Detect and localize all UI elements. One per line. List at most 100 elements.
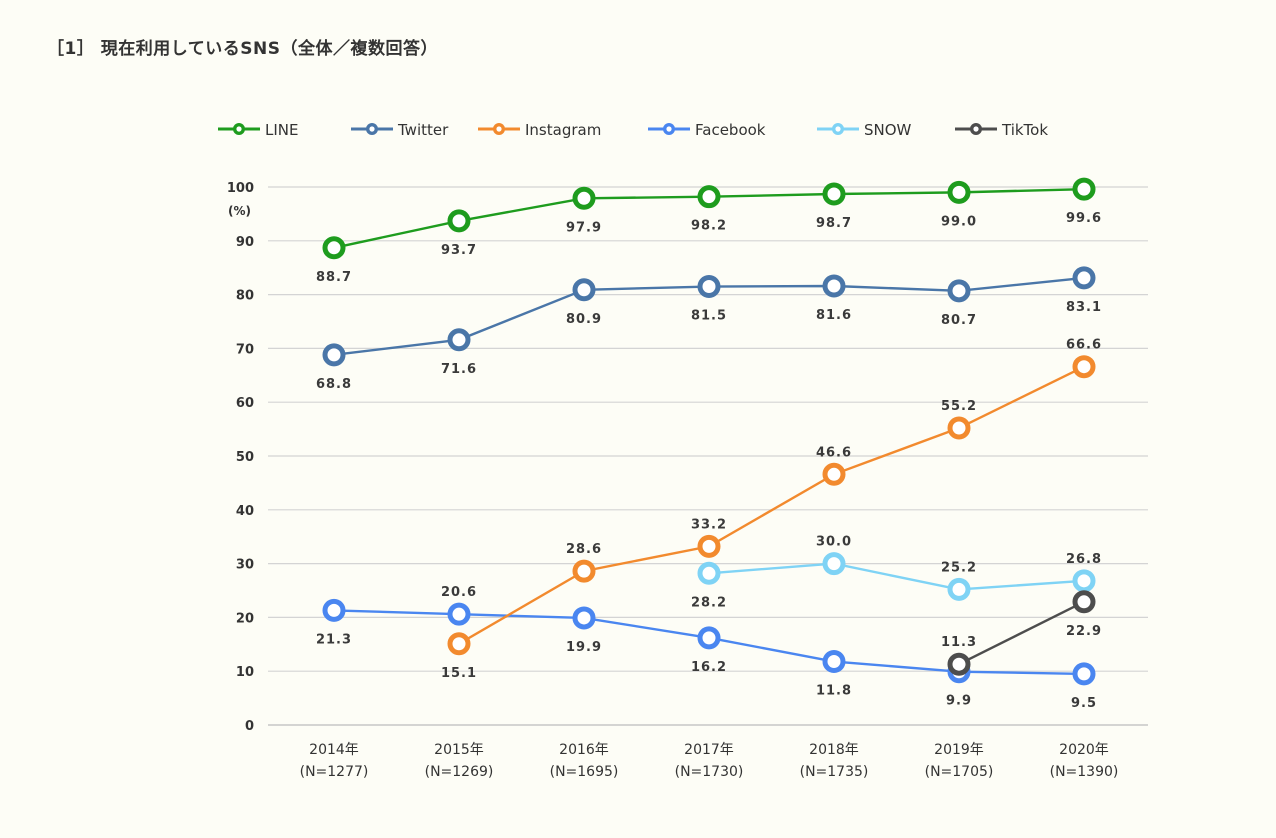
x-tick-year: 2017年	[684, 742, 734, 758]
data-label-instagram: 55.2	[941, 399, 977, 414]
data-point-instagram	[947, 416, 971, 440]
data-label-facebook: 19.9	[566, 640, 602, 655]
data-label-facebook: 20.6	[441, 585, 477, 600]
data-label-tiktok: 22.9	[1066, 624, 1102, 639]
data-label-facebook: 9.9	[946, 694, 972, 709]
data-point-facebook	[822, 650, 846, 674]
data-label-line: 98.2	[691, 219, 727, 234]
data-label-facebook: 16.2	[691, 660, 727, 675]
legend-label: Instagram	[525, 121, 601, 139]
data-point-line	[572, 186, 596, 210]
data-label-twitter: 81.6	[816, 308, 852, 323]
data-label-snow: 28.2	[691, 595, 727, 610]
x-tick-year: 2016年	[559, 742, 609, 758]
series-twitter: 68.8 71.6 80.9 81.5 81.6 80.7 83.1	[316, 266, 1102, 392]
data-point-facebook	[697, 626, 721, 650]
data-point-line	[822, 182, 846, 206]
legend-label: Twitter	[397, 121, 449, 139]
y-tick-label: 60	[236, 396, 254, 411]
legend-label: SNOW	[864, 121, 912, 139]
legend-label: LINE	[265, 121, 298, 139]
series-snow: 28.2 30.0 25.2 26.8	[691, 535, 1102, 611]
y-tick-label: 90	[236, 235, 254, 250]
data-label-line: 99.0	[941, 214, 977, 229]
data-point-line	[322, 236, 346, 260]
data-label-instagram: 46.6	[816, 445, 852, 460]
data-label-twitter: 71.6	[441, 362, 477, 377]
x-tick-sample-size: (N=1390)	[1050, 764, 1119, 780]
data-point-twitter	[947, 279, 971, 303]
data-label-snow: 30.0	[816, 535, 852, 550]
data-point-snow	[1072, 569, 1096, 593]
data-point-twitter	[447, 328, 471, 352]
data-point-instagram	[447, 632, 471, 656]
y-tick-label: 10	[236, 665, 254, 680]
data-label-line: 97.9	[566, 220, 602, 235]
data-point-tiktok	[947, 652, 971, 676]
data-label-line: 88.7	[316, 270, 352, 285]
series-line-tiktok	[958, 600, 1085, 666]
x-axis-ticks: 2014年 (N=1277) 2015年 (N=1269) 2016年 (N=1695) 2…	[300, 742, 1119, 780]
x-tick-year: 2018年	[809, 742, 859, 758]
legend-marker-center	[236, 126, 242, 132]
data-point-snow	[822, 552, 846, 576]
data-label-twitter: 83.1	[1066, 300, 1102, 315]
legend-label: TikTok	[1001, 121, 1048, 139]
data-label-twitter: 81.5	[691, 309, 727, 324]
data-label-instagram: 15.1	[441, 666, 477, 681]
data-label-line: 93.7	[441, 243, 477, 258]
legend: LINE Twitter Instagram Facebook SNOW TikTok	[218, 121, 1048, 139]
data-label-twitter: 80.9	[566, 312, 602, 327]
data-point-facebook	[322, 598, 346, 622]
data-point-facebook	[1072, 662, 1096, 686]
series-instagram: 15.1 28.6 33.2 46.6 55.2 66.6	[441, 338, 1102, 681]
y-tick-label: 40	[236, 504, 254, 519]
data-point-twitter	[1072, 266, 1096, 290]
data-label-tiktok: 11.3	[941, 635, 977, 650]
data-point-instagram	[822, 462, 846, 486]
y-tick-label: 30	[236, 558, 254, 573]
data-label-line: 99.6	[1066, 211, 1102, 226]
data-label-line: 98.7	[816, 216, 852, 231]
data-label-facebook: 11.8	[816, 684, 852, 699]
data-point-twitter	[322, 343, 346, 367]
data-label-facebook: 21.3	[316, 632, 352, 647]
data-label-snow: 26.8	[1066, 552, 1102, 567]
data-point-snow	[947, 577, 971, 601]
series-line-instagram	[458, 365, 1085, 645]
y-tick-label: 70	[236, 342, 254, 357]
series-tiktok: 11.3 22.9	[941, 590, 1102, 676]
x-tick-sample-size: (N=1269)	[425, 764, 494, 780]
x-tick-year: 2019年	[934, 742, 984, 758]
y-tick-label: 50	[236, 450, 254, 465]
y-axis-ticks: 0 10 20 30 40 50 60 70 80 90 100	[227, 181, 254, 734]
data-label-twitter: 80.7	[941, 313, 977, 328]
x-tick-sample-size: (N=1730)	[675, 764, 744, 780]
y-unit-label: (%)	[228, 204, 251, 218]
data-label-snow: 25.2	[941, 560, 977, 575]
data-point-twitter	[572, 278, 596, 302]
x-tick-year: 2014年	[309, 742, 359, 758]
data-label-instagram: 33.2	[691, 517, 727, 532]
x-tick-sample-size: (N=1705)	[925, 764, 994, 780]
chart-heading: ［1］ 現在利用しているSNS（全体／複数回答）	[47, 39, 438, 59]
data-label-instagram: 28.6	[566, 542, 602, 557]
series-line-snow	[708, 562, 1085, 591]
y-tick-label: 80	[236, 289, 254, 304]
legend-marker-center	[666, 126, 672, 132]
data-label-instagram: 66.6	[1066, 338, 1102, 353]
data-point-facebook	[572, 606, 596, 630]
data-point-line	[947, 180, 971, 204]
legend-marker-center	[369, 126, 375, 132]
data-point-line	[447, 209, 471, 233]
data-label-twitter: 68.8	[316, 377, 352, 392]
data-label-facebook: 9.5	[1071, 696, 1097, 711]
data-point-snow	[697, 561, 721, 585]
y-tick-label: 100	[227, 181, 254, 196]
legend-marker-center	[835, 126, 841, 132]
data-point-instagram	[697, 534, 721, 558]
x-tick-year: 2015年	[434, 742, 484, 758]
legend-marker-center	[496, 126, 502, 132]
